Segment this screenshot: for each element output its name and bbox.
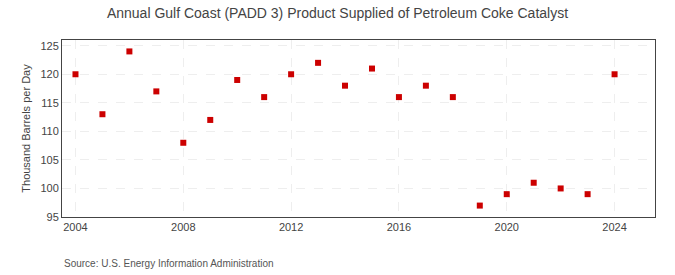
- svg-text:2024: 2024: [602, 221, 626, 233]
- svg-text:110: 110: [41, 125, 59, 137]
- svg-text:115: 115: [41, 97, 59, 109]
- svg-text:2012: 2012: [279, 221, 303, 233]
- svg-text:120: 120: [40, 68, 58, 80]
- svg-text:Thousand Barrels per Day: Thousand Barrels per Day: [20, 64, 32, 193]
- svg-text:105: 105: [40, 154, 58, 166]
- svg-text:100: 100: [40, 182, 58, 194]
- svg-text:2016: 2016: [387, 221, 411, 233]
- svg-text:Source: U.S. Energy Informatio: Source: U.S. Energy Information Administ…: [64, 258, 274, 269]
- svg-text:2004: 2004: [63, 221, 87, 233]
- svg-text:125: 125: [40, 40, 58, 52]
- svg-text:Annual Gulf Coast (PADD 3) Pro: Annual Gulf Coast (PADD 3) Product Suppl…: [107, 5, 568, 21]
- svg-text:2008: 2008: [171, 221, 195, 233]
- svg-text:2020: 2020: [495, 221, 519, 233]
- svg-text:95: 95: [47, 211, 59, 223]
